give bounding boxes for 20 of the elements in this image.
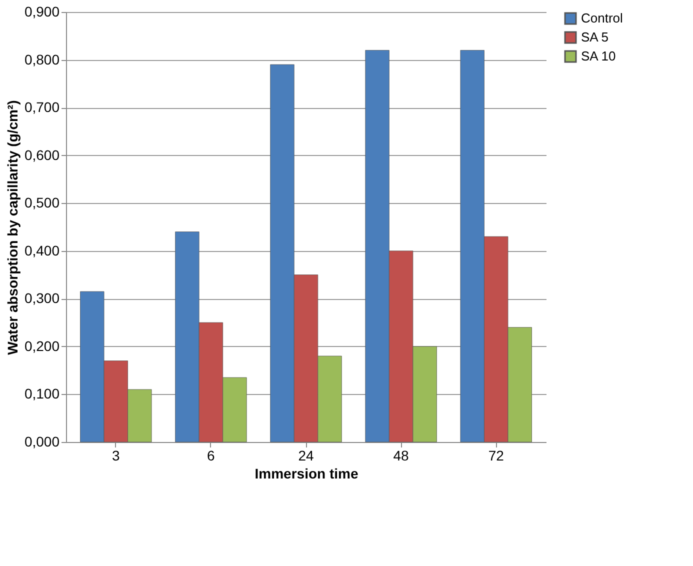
- legend-label: SA 10: [581, 48, 616, 64]
- x-axis-title: Immersion time: [254, 466, 358, 482]
- legend-label: Control: [581, 10, 624, 26]
- x-tick-label: 6: [207, 448, 216, 464]
- y-tick-label: 0,600: [24, 146, 60, 163]
- x-tick-label: 24: [298, 448, 314, 464]
- y-tick-label: 0,900: [24, 4, 60, 20]
- y-tick-label: 0,300: [24, 290, 60, 306]
- y-axis-title: Water absorption by capillarity (g/cm²): [4, 100, 20, 355]
- y-tick-label: 0,000: [24, 434, 60, 450]
- y-tick-label: 0,200: [24, 338, 60, 354]
- y-tick-label: 0,700: [24, 99, 60, 116]
- x-tick-label: 48: [393, 448, 410, 464]
- y-tick-label: 0,100: [24, 386, 60, 402]
- x-tick-label: 3: [112, 448, 120, 464]
- y-tick-label: 0,800: [24, 51, 60, 68]
- y-tick-label: 0,400: [24, 242, 60, 258]
- y-tick-label: 0,500: [24, 194, 60, 211]
- legend-label: SA 5: [581, 30, 608, 44]
- x-tick-label: 72: [488, 448, 504, 464]
